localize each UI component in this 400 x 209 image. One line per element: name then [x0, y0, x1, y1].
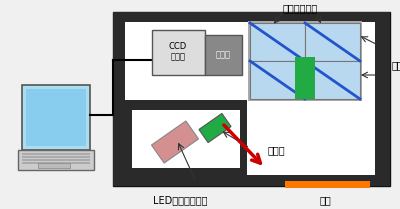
Bar: [125, 100, 132, 175]
Bar: [113, 12, 390, 22]
Bar: [132, 107, 240, 168]
Bar: [113, 12, 125, 186]
Bar: [38, 163, 70, 168]
Bar: [125, 22, 375, 100]
Polygon shape: [152, 121, 198, 163]
Text: 試料: 試料: [319, 195, 331, 205]
Bar: [152, 30, 205, 75]
Bar: [113, 12, 390, 186]
Bar: [247, 22, 375, 175]
Bar: [125, 100, 247, 175]
Text: LED光源（赤色）: LED光源（赤色）: [153, 195, 207, 205]
Bar: [22, 153, 90, 154]
Text: 偏光板: 偏光板: [268, 145, 286, 155]
Bar: [22, 159, 90, 161]
Bar: [295, 57, 315, 99]
Text: ハーフミラー: ハーフミラー: [282, 3, 318, 13]
Bar: [205, 35, 242, 75]
Bar: [250, 61, 305, 99]
Bar: [248, 21, 362, 101]
Bar: [285, 181, 370, 188]
Bar: [250, 23, 305, 61]
Bar: [378, 12, 390, 186]
Bar: [18, 150, 94, 170]
Bar: [125, 100, 247, 110]
Bar: [240, 100, 247, 175]
Text: レンズ: レンズ: [216, 51, 230, 60]
Bar: [113, 176, 390, 186]
Polygon shape: [199, 113, 231, 143]
Bar: [26, 89, 86, 146]
Text: CCD
カメラ: CCD カメラ: [169, 42, 187, 62]
Bar: [125, 168, 247, 175]
Bar: [22, 85, 90, 150]
Bar: [305, 61, 360, 99]
Bar: [305, 23, 360, 61]
Bar: [22, 156, 90, 158]
Text: ミラー: ミラー: [392, 60, 400, 70]
Bar: [22, 162, 90, 163]
